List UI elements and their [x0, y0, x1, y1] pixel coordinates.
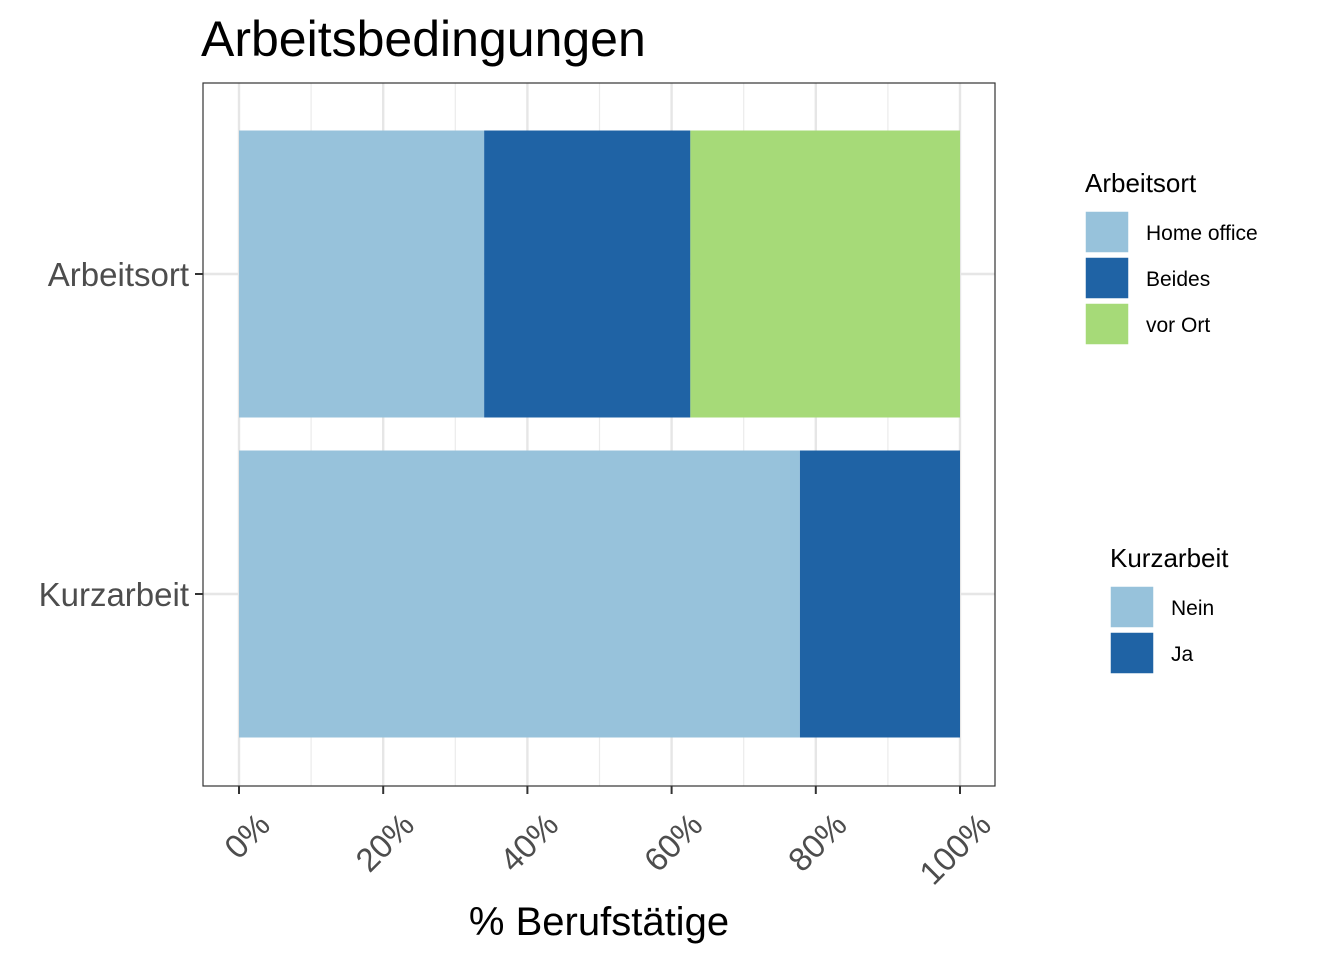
legends: Arbeitsort Home office Beides vor Ort Kurzar…	[1084, 168, 1258, 675]
bar-segment-kurzarbeit-ja	[799, 450, 960, 738]
plot-panel-border	[202, 82, 996, 787]
x-axis-label: % Berufstätige	[469, 900, 729, 944]
legend-key	[1084, 210, 1130, 254]
legend-key	[1109, 631, 1155, 675]
bar-segment-arbeitsort-home-office	[239, 130, 485, 418]
legend-label: Nein	[1171, 597, 1214, 620]
legend-arbeitsort: Arbeitsort Home office Beides vor Ort	[1084, 168, 1258, 346]
legend-kurzarbeit: Kurzarbeit Nein Ja	[1109, 543, 1229, 675]
legend-key	[1084, 256, 1130, 300]
legend-title: Kurzarbeit	[1110, 543, 1229, 573]
legend-label: vor Ort	[1146, 314, 1210, 337]
x-tick-label: 60%	[637, 806, 710, 879]
bar-segment-arbeitsort-beides	[484, 130, 691, 418]
bar-segment-arbeitsort-vor-ort	[690, 130, 960, 418]
legend-label: Ja	[1171, 643, 1194, 666]
legend-key	[1084, 302, 1130, 346]
legend-label: Beides	[1146, 268, 1210, 291]
x-tick-label: 40%	[492, 806, 565, 879]
y-tick-label: Kurzarbeit	[39, 576, 189, 613]
legend-label: Home office	[1146, 222, 1258, 245]
legend-key	[1109, 585, 1155, 629]
bar-segment-kurzarbeit-nein	[239, 450, 800, 738]
bars	[239, 130, 960, 738]
chart-title: Arbeitsbedingungen	[201, 11, 646, 67]
y-tick-label: Arbeitsort	[48, 256, 189, 293]
x-tick-label: 0%	[217, 806, 277, 866]
x-tick-label: 100%	[912, 806, 998, 892]
x-tick-label: 20%	[348, 806, 421, 879]
x-tick-label: 80%	[781, 806, 854, 879]
legend-title: Arbeitsort	[1085, 168, 1197, 198]
